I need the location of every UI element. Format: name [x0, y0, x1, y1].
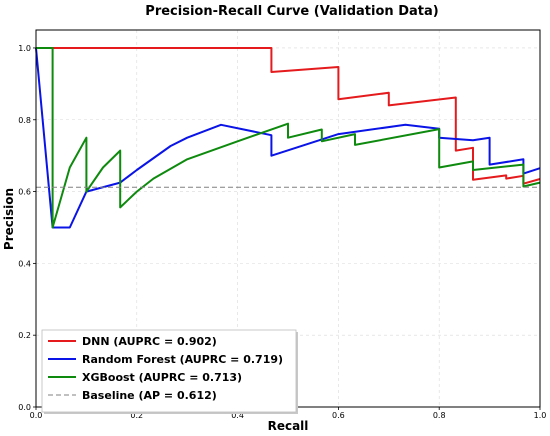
series-line-random-forest: [35, 47, 541, 229]
x-tick-label: 0.0: [30, 411, 43, 420]
series-line-dnn: [36, 47, 541, 185]
y-axis-label: Precision: [2, 188, 16, 250]
legend-label-xgboost: XGBoost (AUPRC = 0.713): [82, 371, 242, 384]
x-tick-label: 0.6: [332, 411, 345, 420]
tick-layer: 0.0 0.2 0.4 0.6 0.8 1.0 0.0 0.2 0.4 0.6 0.8 1.0: [18, 44, 546, 420]
x-axis-label: Recall: [268, 419, 309, 433]
x-tick-label: 0.2: [130, 411, 143, 420]
x-tick-label: 0.4: [231, 411, 244, 420]
series-line-xgboost: [36, 47, 541, 229]
y-tick-label: 0.2: [18, 331, 31, 340]
legend: DNN (AUPRC = 0.902) Random Forest (AUPRC …: [41, 329, 298, 414]
y-tick-label: 0.0: [18, 403, 31, 412]
legend-label-random-forest: Random Forest (AUPRC = 0.719): [82, 353, 283, 366]
legend-box: [41, 329, 297, 413]
x-tick-label: 1.0: [534, 411, 547, 420]
x-tick-label: 0.8: [433, 411, 446, 420]
legend-label-baseline: Baseline (AP = 0.612): [82, 389, 217, 402]
y-tick-label: 0.6: [18, 188, 31, 197]
y-tick-label: 0.8: [18, 116, 31, 125]
y-tick-label: 1.0: [18, 44, 31, 53]
series-layer: [35, 47, 541, 229]
y-tick-label: 0.4: [18, 259, 31, 268]
chart-title: Precision-Recall Curve (Validation Data): [145, 4, 438, 19]
legend-label-dnn: DNN (AUPRC = 0.902): [82, 335, 217, 348]
